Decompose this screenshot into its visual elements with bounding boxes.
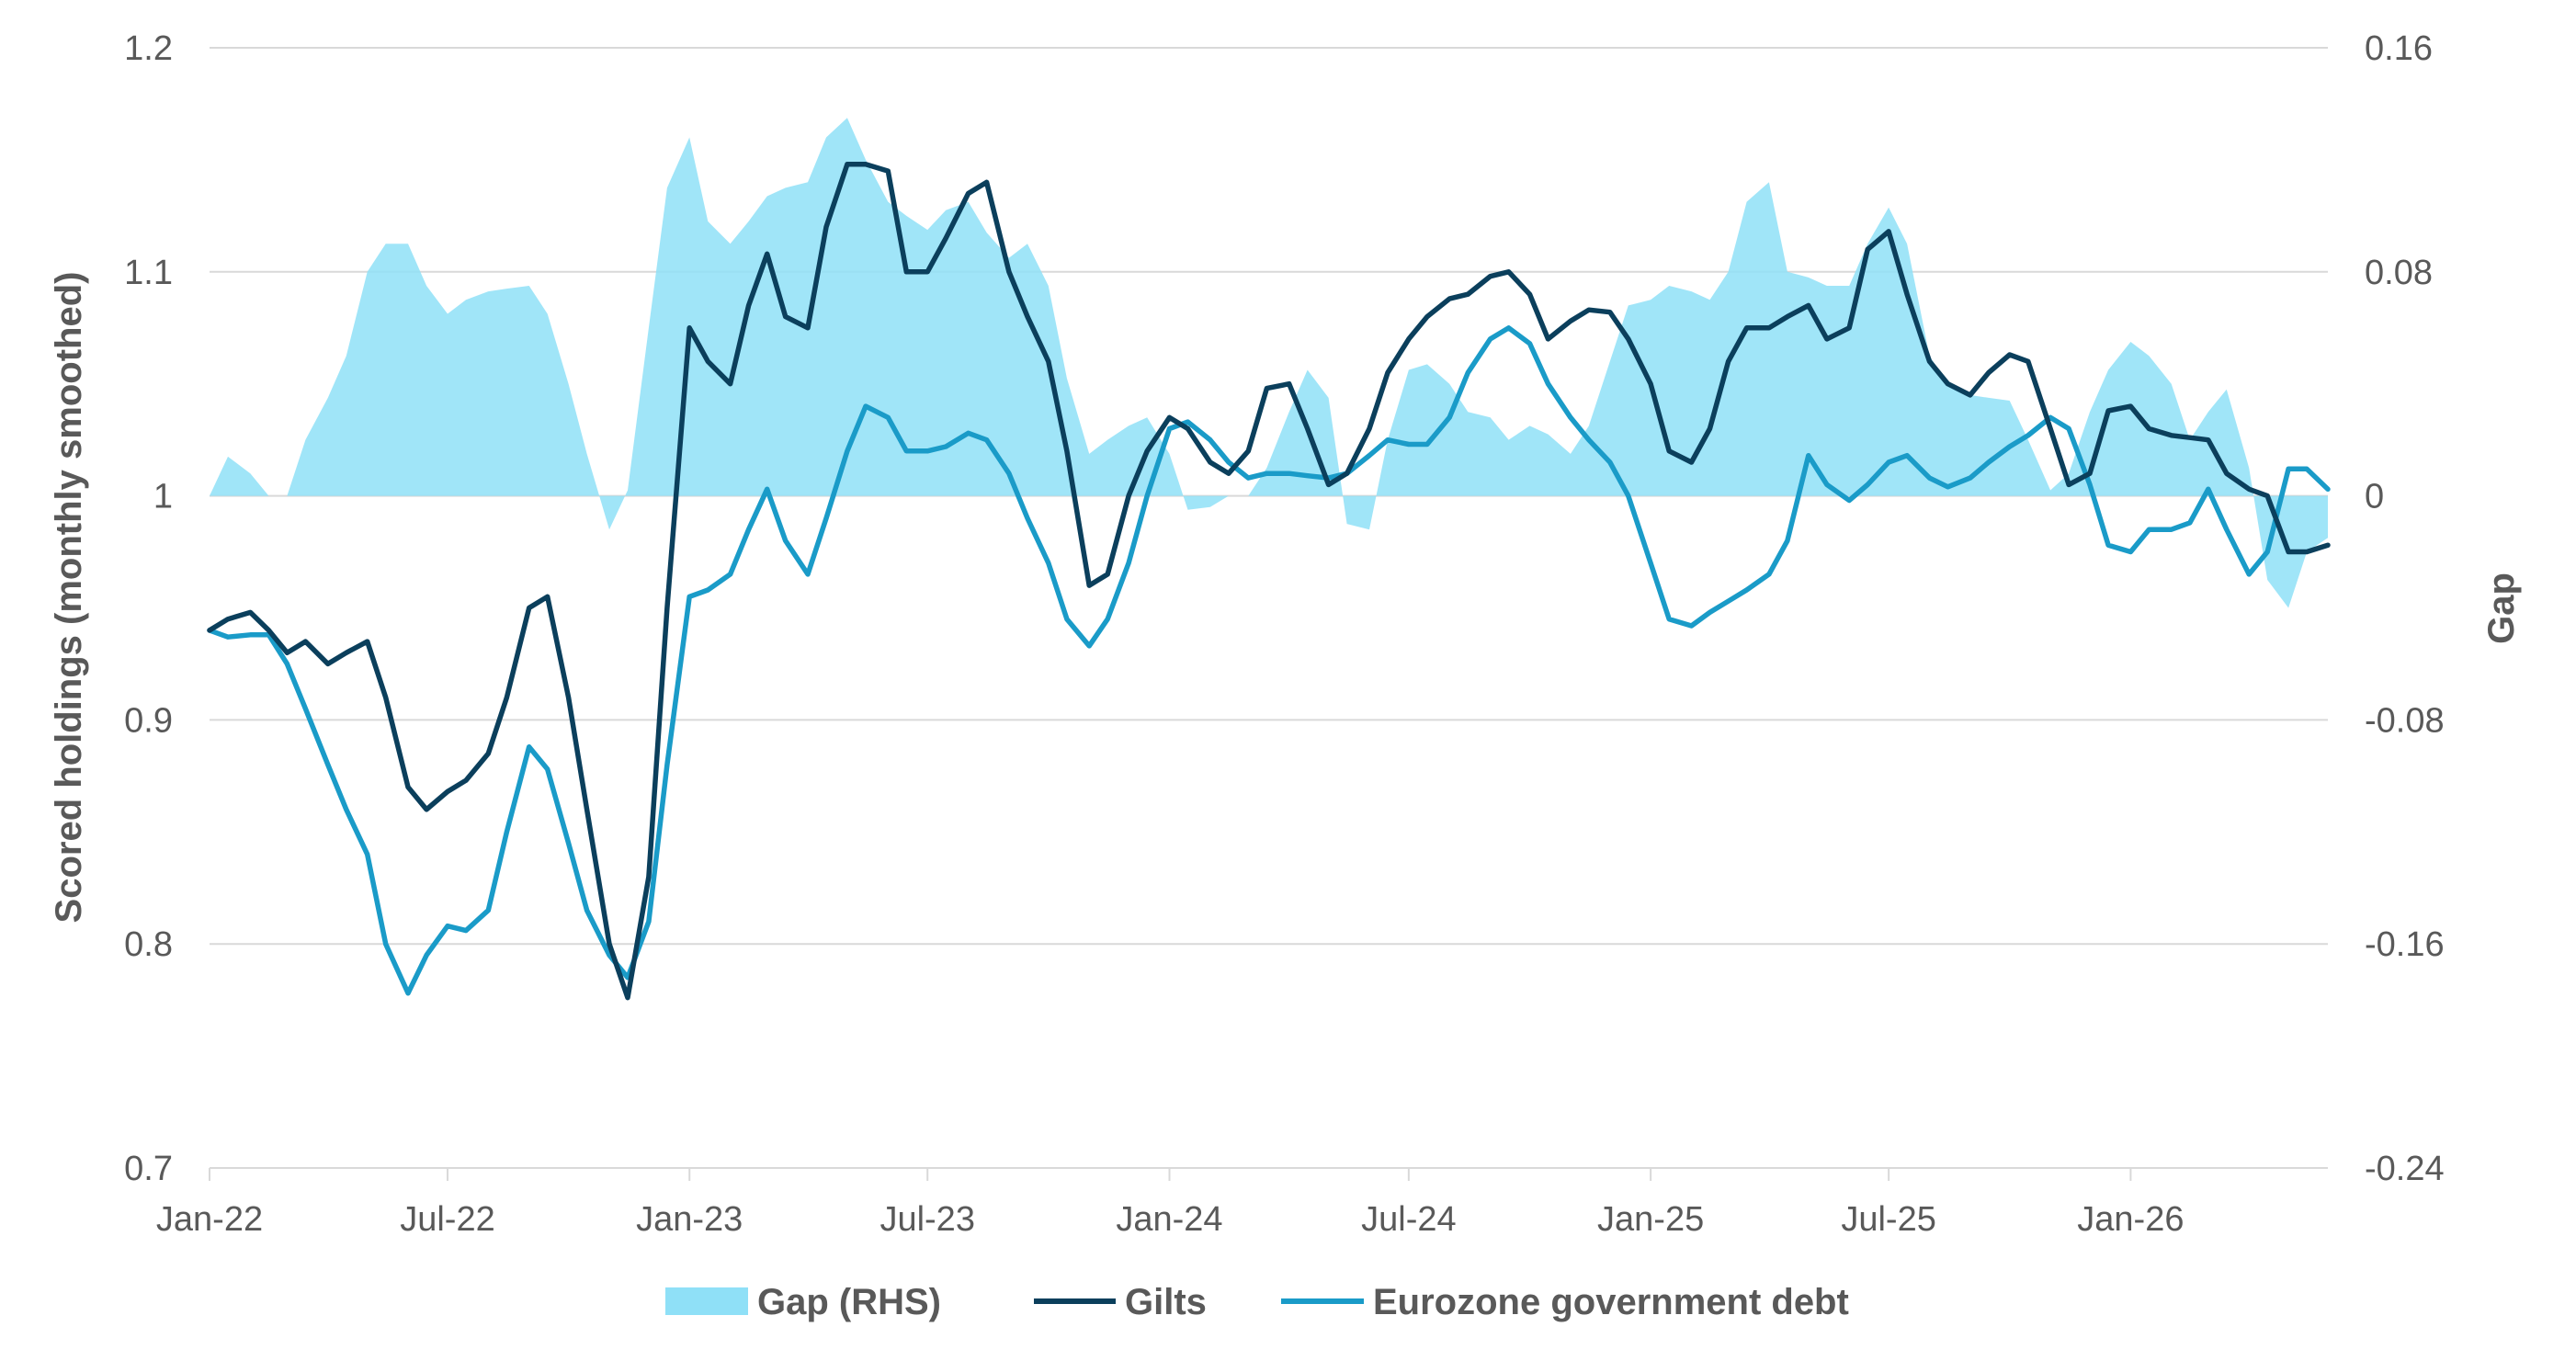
y-tick-label: 0.9: [124, 701, 173, 740]
gilts-line: [207, 162, 2331, 1001]
y-tick-label: 1: [153, 478, 173, 516]
axes: 0.7 0.8 0.9 1 1.1 1.2 -0.24 -0.16 -0.08 0 0.08 0.16…: [124, 29, 2444, 1239]
y-axis-title: Scored holdings (monthly smoothed): [49, 272, 89, 924]
y2-tick-label: 0.08: [2365, 254, 2433, 292]
x-tick-label: Jan-25: [1597, 1200, 1704, 1239]
line-series: [207, 162, 2331, 1001]
x-tick-label: Jan-24: [1116, 1200, 1222, 1239]
legend-label-gilts: Gilts: [1125, 1282, 1207, 1322]
x-tick-label: Jan-23: [636, 1200, 743, 1239]
y2-tick-label: -0.08: [2365, 701, 2445, 740]
x-tick-label: Jul-23: [879, 1200, 975, 1239]
y-tick-label: 0.8: [124, 925, 173, 964]
legend: Gap (RHS) Gilts Eurozone government debt: [665, 1282, 1849, 1322]
y-tick-label: 1.2: [124, 29, 173, 68]
gap-area-series: [210, 118, 2328, 608]
eurozone-line: [207, 325, 2331, 996]
gap-area: [210, 118, 2328, 608]
legend-label-gap: Gap (RHS): [757, 1282, 941, 1322]
y2-tick-label: -0.16: [2365, 925, 2445, 964]
y2-tick-label: 0.16: [2365, 29, 2433, 68]
x-tick-label: Jul-25: [1841, 1200, 1936, 1239]
x-tick-label: Jan-26: [2077, 1200, 2184, 1239]
x-tick-label: Jul-24: [1361, 1200, 1457, 1239]
legend-swatch-gap: [665, 1287, 748, 1315]
y2-tick-label: -0.24: [2365, 1150, 2445, 1188]
y-tick-label: 0.7: [124, 1150, 173, 1188]
x-tick-label: Jul-22: [400, 1200, 495, 1239]
x-tick-label: Jan-22: [156, 1200, 263, 1239]
y2-axis-title: Gap: [2481, 573, 2522, 644]
legend-label-eurozone: Eurozone government debt: [1373, 1282, 1849, 1322]
y2-tick-label: 0: [2365, 478, 2384, 516]
y-tick-label: 1.1: [124, 254, 173, 292]
